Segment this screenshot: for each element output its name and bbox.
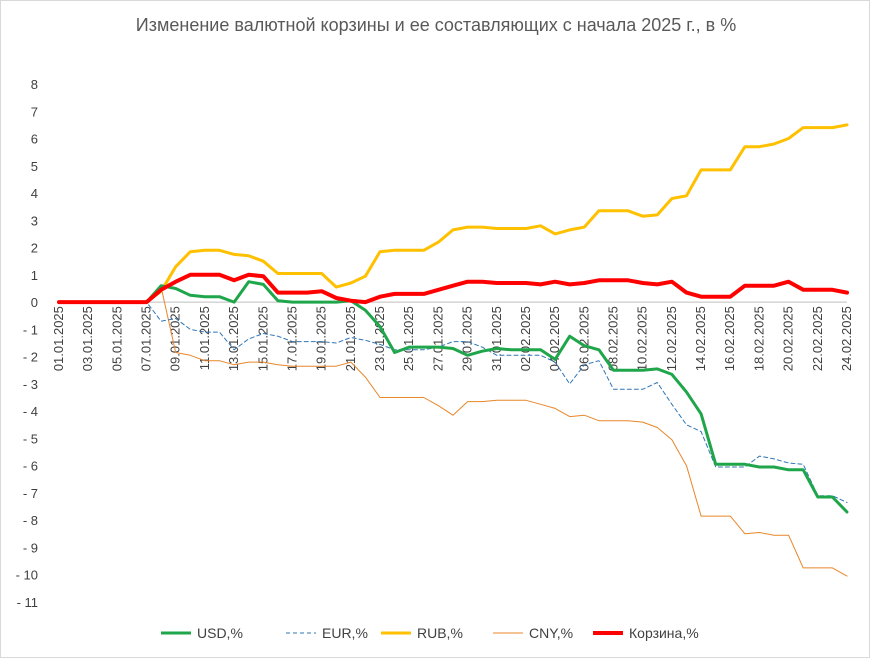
x-tick-label: 12.02.2025 — [664, 306, 679, 371]
y-tick-label: 8 — [31, 77, 38, 92]
x-tick-label: 15.01.2025 — [255, 306, 270, 371]
y-tick-label: 0 — [31, 295, 38, 310]
series-line-eur — [58, 301, 848, 503]
x-tick-label: 22.02.2025 — [810, 306, 825, 371]
x-tick-label: 17.01.2025 — [284, 306, 299, 371]
x-tick-label: 16.02.2025 — [722, 306, 737, 371]
y-tick-label: - 9 — [23, 540, 38, 555]
y-tick-label: - 5 — [23, 431, 38, 446]
series-line-rub — [57, 123, 849, 304]
x-tick-label: 31.01.2025 — [489, 306, 504, 371]
x-tick-label: 07.01.2025 — [139, 306, 154, 371]
y-axis: 8 7 6 5 4 3 2 1 0 - 1 - 2 - 3 - 4 - 5 - 6 - 7 - 8 - 9 - 10… — [16, 77, 38, 610]
x-tick-label: 19.01.2025 — [314, 306, 329, 371]
y-tick-label: - 8 — [23, 513, 38, 528]
y-tick-label: - 2 — [23, 350, 38, 365]
x-tick-label: 27.01.2025 — [430, 306, 445, 371]
y-tick-label: 6 — [31, 132, 38, 147]
legend: USD,% EUR,% RUB,% CNY,% Корзина,% — [161, 625, 699, 641]
chart-title: Изменение валютной корзины и ее составля… — [135, 15, 737, 35]
x-tick-label: 13.01.2025 — [226, 306, 241, 371]
y-tick-label: - 1 — [23, 322, 38, 337]
legend-label: Корзина,% — [629, 625, 699, 641]
legend-label: EUR,% — [322, 625, 368, 641]
series-group — [57, 123, 849, 577]
x-tick-label: 11.01.2025 — [197, 306, 212, 370]
legend-label: USD,% — [197, 625, 243, 641]
x-tick-label: 06.02.2025 — [576, 306, 591, 371]
x-tick-label: 18.02.2025 — [751, 306, 766, 371]
x-tick-label: 29.01.2025 — [460, 306, 475, 371]
y-tick-label: 2 — [31, 241, 38, 256]
y-tick-label: 7 — [31, 104, 38, 119]
x-axis: 01.01.2025 03.01.2025 05.01.2025 07.01.2025… — [51, 301, 854, 371]
y-tick-label: 3 — [31, 213, 38, 228]
y-tick-label: - 6 — [23, 459, 38, 474]
x-tick-label: 23.01.2025 — [372, 306, 387, 371]
x-tick-label: 09.01.2025 — [168, 306, 183, 371]
x-tick-label: 20.02.2025 — [781, 306, 796, 371]
x-tick-label: 05.01.2025 — [109, 306, 124, 371]
x-tick-label: 25.01.2025 — [401, 306, 416, 371]
x-tick-label: 10.02.2025 — [635, 306, 650, 371]
y-tick-label: - 4 — [23, 404, 38, 419]
series-line-cny — [58, 286, 848, 577]
y-tick-label: 4 — [31, 186, 38, 201]
y-tick-label: - 7 — [23, 486, 38, 501]
y-tick-label: - 11 — [17, 595, 38, 610]
legend-label: RUB,% — [417, 625, 463, 641]
x-tick-label: 02.02.2025 — [518, 306, 533, 371]
x-tick-label: 24.02.2025 — [839, 306, 854, 371]
x-tick-label: 08.02.2025 — [606, 306, 621, 371]
legend-label: CNY,% — [529, 625, 573, 641]
y-tick-label: 1 — [31, 268, 38, 283]
x-tick-label: 14.02.2025 — [693, 306, 708, 371]
x-tick-label: 01.01.2025 — [51, 306, 66, 371]
x-tick-label: 21.01.2025 — [343, 306, 358, 371]
y-tick-label: 5 — [31, 159, 38, 174]
y-tick-label: - 3 — [23, 377, 38, 392]
series-line-корзина — [57, 272, 849, 305]
y-tick-label: - 10 — [16, 568, 38, 583]
series-line-usd — [57, 280, 849, 514]
x-tick-label: 03.01.2025 — [80, 306, 95, 371]
